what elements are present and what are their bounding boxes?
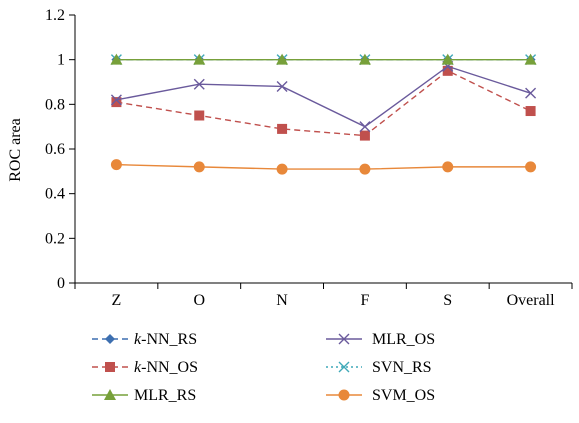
legend-swatch-marker [338,361,350,373]
legend-swatch-marker [104,389,116,400]
y-tick-label: 1 [57,52,65,69]
data-point [441,53,454,65]
y-tick-label: 0.4 [45,186,65,203]
legend-item: SVM_OS [326,387,435,404]
legend-label: SVN_RS [372,359,432,376]
legend-label-text: SVN_RS [372,359,432,376]
data-point [110,53,123,65]
data-point [276,53,289,65]
data-point [193,53,206,65]
y-tick-label: 0.6 [45,141,65,158]
legend-label-text: -NN_OS [141,359,198,376]
data-point [111,97,122,108]
data-point [194,110,205,121]
x-axis: Z O N F S Overall [74,282,573,309]
data-point [193,161,205,173]
series-line [116,65,531,128]
legend-label: SVM_OS [372,387,435,404]
x-tick-label: O [193,292,205,309]
x-tick-label: S [443,292,452,309]
legend-swatch-marker [338,333,350,345]
legend-label: MLR_OS [372,331,435,348]
legend-item: MLR_RS [92,387,196,404]
legend-item: MLR_OS [326,331,435,348]
series-k-nn-os [111,65,536,141]
legend-item: k-NN_OS [92,359,198,376]
data-point [442,65,453,76]
data-point [358,53,371,65]
x-tick-label: F [360,292,369,309]
legend-swatch-marker [105,334,115,344]
y-tick-label: 0.8 [45,96,65,113]
legend-label-italic: k [134,331,142,348]
legend-label-text: MLR_OS [372,331,435,348]
data-point [276,80,288,92]
data-point [277,123,288,134]
legend-label: k-NN_RS [134,331,197,348]
series-svm-os [110,159,537,175]
data-point [359,121,371,133]
legend-label-text: SVM_OS [372,387,435,404]
data-point [110,94,122,106]
data-point [525,87,537,99]
legend-label: k-NN_OS [134,359,198,376]
legend-label-italic: k [134,359,142,376]
data-point [359,130,370,141]
data-point [524,53,537,65]
y-tick-label: 0 [57,275,65,292]
data-point [193,78,205,90]
legend-swatch-marker [105,362,115,372]
y-tick-label: 0.2 [45,230,65,247]
x-tick-label: Overall [507,292,556,309]
data-point [276,163,288,175]
legend-item: SVN_RS [326,359,432,376]
series-mlr-rs [110,53,537,65]
y-tick-label: 1.2 [45,7,65,24]
legend-swatch-marker [338,389,350,401]
data-point [359,163,371,175]
y-axis-label: ROC area [7,118,24,182]
y-axis: 0 0.2 0.4 0.6 0.8 1 1.2 [45,7,76,292]
data-point [110,159,122,171]
series-layer [110,53,537,175]
series-mlr-os [110,60,537,133]
legend-label: MLR_RS [134,387,196,404]
series-line [116,70,531,137]
data-point [525,106,536,117]
legend-label-text: -NN_RS [141,331,197,348]
data-point [525,161,537,173]
legend-label-text: MLR_RS [134,387,196,404]
data-point [442,161,454,173]
series-line [116,163,531,170]
x-tick-label: Z [112,292,122,309]
legend-item: k-NN_RS [92,331,197,348]
x-tick-label: N [276,292,288,309]
